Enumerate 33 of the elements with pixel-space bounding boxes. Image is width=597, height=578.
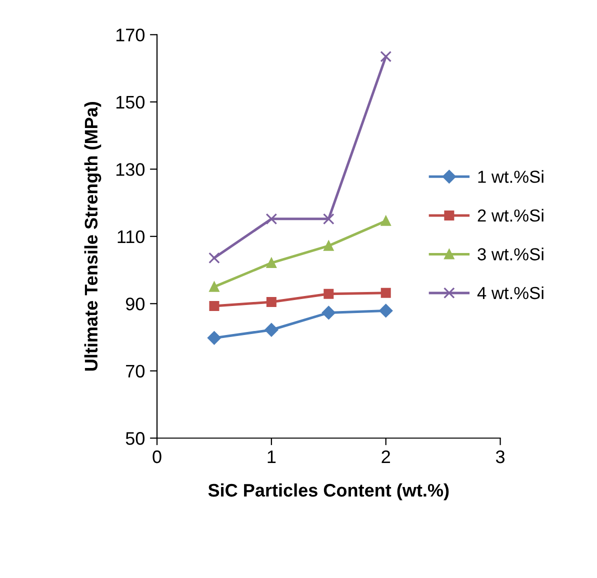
y-tick-label: 130 [116,163,144,176]
point [380,50,392,62]
point [379,304,393,318]
x-tick-label: 0 [152,450,162,464]
point [380,288,391,298]
x-tick-label: 3 [496,450,505,464]
point [266,296,276,307]
point [266,258,276,268]
y-tick-label: 170 [116,28,144,42]
y-tick-label: 110 [118,230,144,244]
point [322,213,334,225]
point [322,306,336,320]
legend-label: 1 wt.%Si [478,170,544,183]
point [324,240,334,251]
point [380,216,391,226]
point [209,300,220,311]
y-tick-label: 150 [116,96,144,109]
y-tick-label: 90 [126,298,144,310]
x-axis-title: SiC Particles Content (wt.%) [208,483,449,500]
legend-label: 4 wt.%Si [477,286,544,300]
point [208,252,220,264]
x-tick-label: 1 [268,450,276,464]
y-tick-label: 70 [126,364,144,378]
y-tick-label: 50 [126,432,144,445]
legend-label: 3 wt.%Si [478,248,544,260]
legend-label: 2 wt.%Si [478,208,544,222]
y-axis-title: Ultimate Tensile Strength (MPa) [84,102,102,371]
point [264,323,278,337]
point [266,213,278,225]
point [324,288,334,299]
point [209,282,220,292]
x-tick-label: 2 [382,450,390,464]
point [207,331,221,345]
